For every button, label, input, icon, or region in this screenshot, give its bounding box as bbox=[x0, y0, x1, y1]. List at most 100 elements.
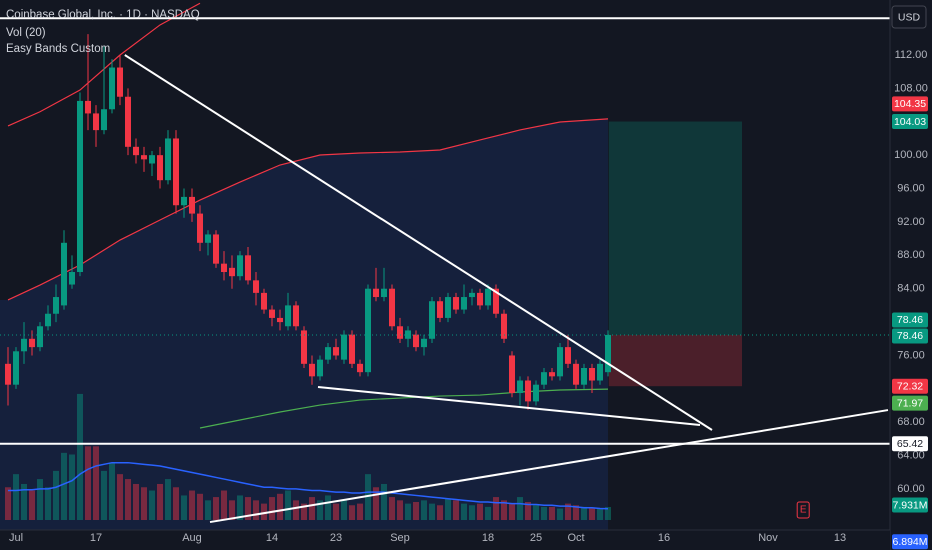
volume-bar bbox=[117, 474, 123, 520]
candle-body bbox=[149, 155, 155, 164]
y-tick-label: 108.00 bbox=[894, 82, 928, 94]
volume-ma-last-label: 6.894M bbox=[892, 536, 927, 548]
volume-bar bbox=[373, 487, 379, 520]
x-tick-label: 13 bbox=[834, 532, 846, 544]
candle-body bbox=[261, 292, 267, 310]
candle-body bbox=[549, 372, 555, 377]
volume-bar bbox=[181, 495, 187, 520]
last-price-label: 78.46 bbox=[897, 330, 923, 342]
candle-body bbox=[125, 96, 131, 147]
candle-body bbox=[237, 255, 243, 277]
volume-bar bbox=[205, 500, 211, 520]
volume-bar bbox=[333, 503, 339, 520]
candle-body bbox=[421, 338, 427, 348]
volume-ma-line bbox=[8, 461, 609, 510]
volume-bar bbox=[573, 505, 579, 520]
candle-body bbox=[269, 309, 275, 318]
candle-body bbox=[477, 292, 483, 306]
currency-box bbox=[891, 5, 927, 29]
volume-bar bbox=[389, 497, 395, 520]
x-tick-label: 23 bbox=[330, 532, 342, 544]
volume-bar bbox=[549, 506, 555, 520]
volume-last-label-box bbox=[892, 497, 928, 513]
candle-body bbox=[205, 234, 211, 243]
candle-body bbox=[589, 367, 595, 381]
candle-body bbox=[341, 334, 347, 360]
candle-body bbox=[461, 297, 467, 310]
candle-body bbox=[245, 255, 251, 281]
y-tick-label: 92.00 bbox=[897, 216, 925, 228]
candle-body bbox=[181, 196, 187, 206]
band-middle-last-label-box bbox=[892, 96, 928, 112]
volume-bar bbox=[493, 497, 499, 520]
volume-bar bbox=[589, 508, 595, 520]
y-tick-label: 60.00 bbox=[897, 483, 925, 495]
trend-line bbox=[317, 386, 701, 426]
volume-bar bbox=[109, 462, 115, 520]
volume-bar bbox=[237, 495, 243, 520]
volume-bar bbox=[157, 483, 163, 520]
y-tick-label: 64.00 bbox=[897, 450, 925, 462]
volume-bar bbox=[437, 505, 443, 520]
candle-body bbox=[85, 100, 91, 114]
volume-bar bbox=[101, 470, 107, 520]
candle-body bbox=[325, 347, 331, 360]
volume-bar bbox=[45, 487, 51, 520]
y-tick-label: 100.00 bbox=[894, 149, 928, 161]
volume-bar bbox=[85, 446, 91, 520]
candle-body bbox=[437, 301, 443, 318]
candle-body bbox=[229, 267, 235, 277]
band-lower-last-label-box bbox=[892, 395, 928, 411]
band-upper bbox=[7, 2, 201, 127]
candle-body bbox=[373, 288, 379, 298]
candle-body bbox=[29, 338, 35, 348]
candle-body bbox=[13, 351, 19, 385]
volume-bar bbox=[221, 490, 227, 520]
volume-bar bbox=[325, 495, 331, 520]
x-tick-label: Oct bbox=[567, 532, 584, 544]
volume-bar bbox=[293, 500, 299, 520]
price-axis bbox=[890, 0, 932, 550]
candle-body bbox=[509, 355, 515, 394]
volume-ma-last-label-box bbox=[892, 534, 928, 550]
volume-bar bbox=[525, 501, 531, 520]
volume-bar bbox=[261, 503, 267, 520]
candle-body bbox=[573, 363, 579, 385]
volume-bar bbox=[501, 500, 507, 520]
volume-bar bbox=[285, 490, 291, 520]
volume-bar bbox=[37, 479, 43, 520]
volume-bar bbox=[341, 500, 347, 520]
candle-body bbox=[77, 100, 83, 273]
volume-bar bbox=[517, 497, 523, 520]
candle-body bbox=[21, 338, 27, 352]
candle-body bbox=[189, 196, 195, 214]
candle-body bbox=[53, 297, 59, 314]
volume-bar bbox=[581, 506, 587, 520]
volume-bar bbox=[557, 508, 563, 520]
candle-body bbox=[173, 138, 179, 206]
candle-body bbox=[565, 347, 571, 364]
candle-body bbox=[197, 213, 203, 243]
candle-body bbox=[69, 272, 75, 285]
volume-bar bbox=[229, 500, 235, 520]
volume-bar bbox=[93, 446, 99, 520]
indicator-label: Easy Bands Custom bbox=[6, 43, 110, 55]
candle-body bbox=[117, 67, 123, 97]
volume-bar bbox=[533, 505, 539, 520]
volume-bar bbox=[365, 474, 371, 520]
x-tick-label: 18 bbox=[482, 532, 494, 544]
volume-bar bbox=[461, 503, 467, 520]
candle-body bbox=[93, 113, 99, 131]
position-stop-label: 72.32 bbox=[897, 380, 923, 392]
volume-bar bbox=[509, 503, 515, 520]
volume-bar bbox=[485, 506, 491, 520]
volume-bar bbox=[397, 500, 403, 520]
volume-bar bbox=[245, 497, 251, 520]
volume-bar bbox=[309, 497, 315, 520]
earnings-label: E bbox=[800, 505, 807, 516]
y-tick-label: 68.00 bbox=[897, 416, 925, 428]
position-entry-label: 78.46 bbox=[897, 314, 923, 326]
candle-body bbox=[133, 146, 139, 156]
y-tick-label: 76.00 bbox=[897, 349, 925, 361]
